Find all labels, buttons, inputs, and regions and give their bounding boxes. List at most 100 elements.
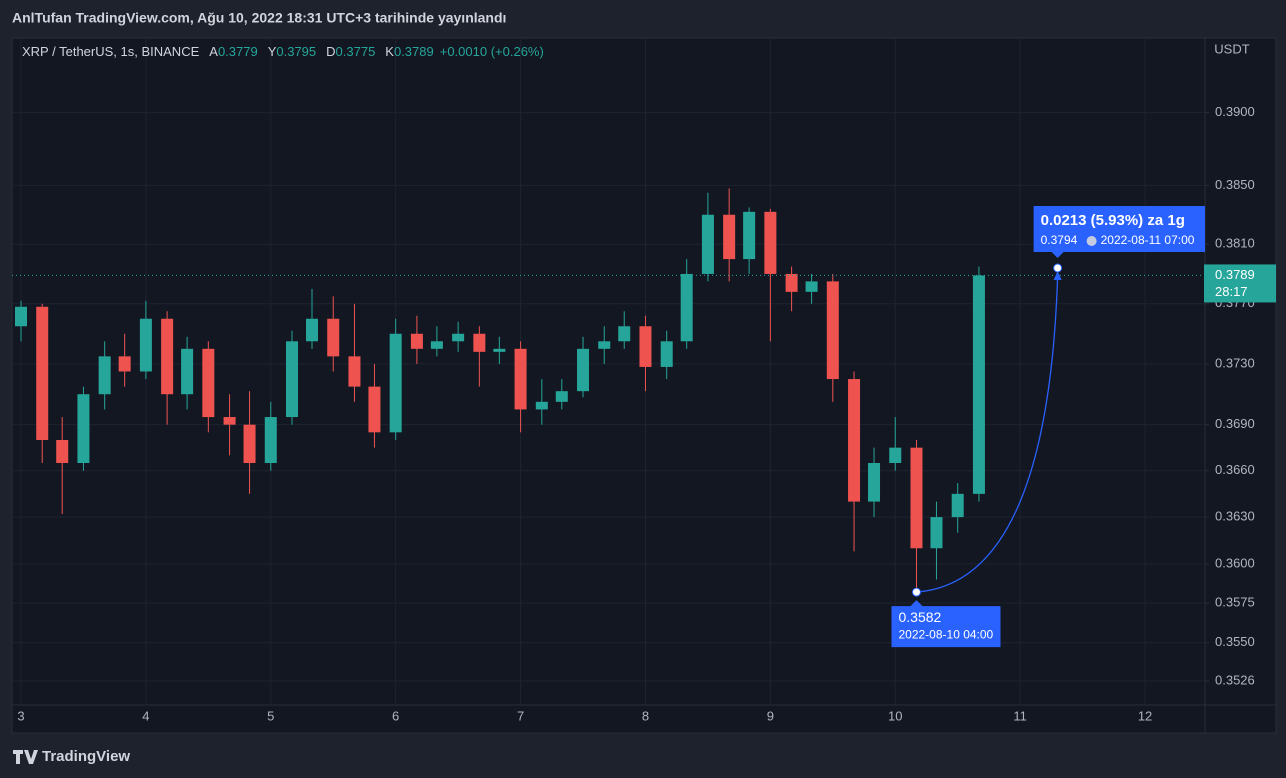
y-tick-label: 0.3630 [1215, 509, 1255, 524]
x-tick-label: 11 [1013, 708, 1027, 723]
published-note: AnlTufan TradingView.com, Ağu 10, 2022 1… [12, 10, 506, 26]
ohlc-value: 0.3795 [276, 44, 316, 59]
candle-body [826, 281, 839, 380]
candle-body [930, 517, 943, 549]
y-tick-label: 0.3690 [1215, 416, 1255, 431]
candle-body [473, 333, 486, 352]
measure-curve [916, 275, 1059, 593]
ohlc-label: D [326, 44, 335, 59]
measure-title: 0.0213 (5.93%) za 1g [1041, 212, 1185, 229]
x-tick-label: 8 [642, 708, 649, 723]
candle-body [848, 379, 861, 502]
candle-body [327, 318, 340, 357]
candle-body [410, 333, 423, 349]
chart-pane [11, 37, 1277, 734]
ohlc-label: A [209, 44, 218, 59]
x-tick-label: 10 [888, 708, 902, 723]
candle-body [430, 341, 443, 349]
candle-body [305, 318, 318, 342]
grid [12, 38, 1205, 705]
candle-body [910, 447, 923, 549]
candle-body [889, 447, 902, 464]
ohlc-label: K [385, 44, 394, 59]
candle-body [452, 333, 465, 342]
logo-text: TradingView [42, 748, 130, 765]
candle-body [723, 214, 736, 260]
candle-body [785, 273, 798, 292]
measure-to-box [1033, 206, 1205, 259]
ohlc-label: Y [268, 44, 277, 59]
candle-body [368, 386, 381, 433]
candle-body [98, 356, 111, 395]
measure-to-date: 2022-08-11 07:00 [1101, 233, 1195, 247]
candle-body [514, 348, 527, 410]
measure-from-price: 0.3582 [898, 609, 941, 625]
measure-to-point [1053, 263, 1063, 273]
candle-body [701, 214, 714, 274]
y-tick-label: 0.3810 [1215, 236, 1255, 251]
candle-body [389, 333, 402, 433]
candle-body [972, 275, 985, 494]
candle-body [598, 341, 611, 349]
y-tick-label: 0.3850 [1215, 177, 1255, 192]
change: +0.0010 (+0.26%) [440, 44, 544, 59]
candle-body [118, 356, 131, 372]
candle-body [680, 273, 693, 342]
ohlc: A0.3779 Y0.3795 D0.3775 K0.3789 +0.0010 (+0.… [209, 44, 544, 59]
y-tick-label: 0.3730 [1215, 355, 1255, 370]
symbol: XRP / TetherUS, 1s, BINANCE [22, 44, 200, 59]
y-tick-label: 0.3575 [1215, 595, 1255, 610]
candle-body [139, 318, 152, 372]
footer: TradingView [13, 748, 130, 765]
candle-body [161, 318, 174, 395]
y-tick-label: 0.3900 [1215, 104, 1255, 119]
measure-arrow [1053, 271, 1062, 281]
legend: XRP / TetherUS, 1s, BINANCE A0.3779 Y0.379… [22, 44, 544, 59]
clock-icon [1086, 236, 1097, 247]
ohlc-value: 0.3775 [336, 44, 376, 59]
logo-icon [13, 750, 38, 764]
candle-body [181, 348, 194, 395]
x-tick-label: 6 [392, 708, 399, 723]
y-tick-label: 0.3550 [1215, 634, 1255, 649]
measure-to-price: 0.3794 [1041, 233, 1078, 247]
y-tick-label: 0.3600 [1215, 555, 1255, 570]
candle-body [14, 306, 27, 327]
candle-body [286, 341, 299, 418]
candle-body [660, 341, 673, 367]
candle-body [264, 417, 277, 464]
candle-body [868, 463, 881, 502]
last-price-label: 0.3789 [1215, 267, 1255, 282]
axes: 0.39000.38500.38100.37700.37300.36900.36… [17, 104, 1276, 723]
x-tick-label: 3 [17, 708, 24, 723]
candle-body [77, 394, 90, 464]
measure-from-date: 2022-08-10 04:00 [898, 627, 993, 641]
candle-body [36, 306, 49, 440]
candle-body [764, 211, 777, 274]
candle-body [56, 439, 69, 464]
candle-body [577, 348, 590, 392]
candle-body [348, 356, 361, 387]
candle-body [639, 326, 652, 367]
candle-body [493, 348, 506, 352]
candle-body [743, 211, 756, 260]
ohlc-value: 0.3789 [394, 44, 434, 59]
plot: 0.3582 2022-08-10 04:00 0.0213 (5.93%) za … [12, 188, 1205, 648]
measure-from-box [891, 600, 1001, 648]
candle-body [805, 281, 818, 292]
measure-from-point [911, 587, 921, 597]
x-tick-label: 4 [142, 708, 149, 723]
y-tick-label: 0.3660 [1215, 462, 1255, 477]
candle-body [202, 348, 215, 418]
x-tick-label: 9 [767, 708, 774, 723]
ohlc-value: 0.3779 [218, 44, 258, 59]
candle-body [555, 391, 568, 402]
x-tick-label: 7 [517, 708, 524, 723]
x-tick-label: 5 [267, 708, 274, 723]
y-tick-label: 0.3526 [1215, 672, 1255, 687]
last-price-tag [1204, 264, 1276, 303]
candle-body [618, 326, 631, 342]
candle-body [535, 401, 548, 410]
